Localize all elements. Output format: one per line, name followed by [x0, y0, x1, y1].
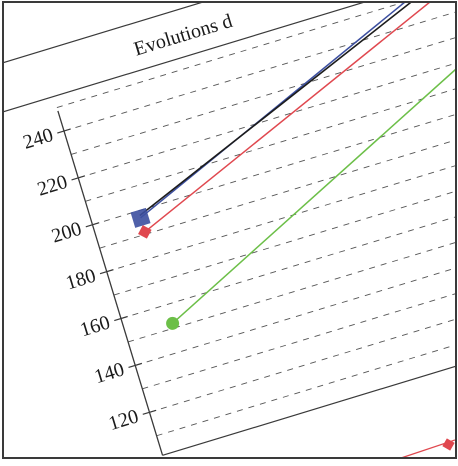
gridline [57, 0, 458, 108]
gridline [121, 186, 458, 319]
y-tick-label: 180 [63, 265, 98, 295]
gridline [107, 139, 458, 272]
gridline [157, 303, 458, 436]
chart-title: Evolutions d [131, 10, 235, 61]
y-tick-label: 240 [21, 124, 56, 154]
y-tick-label: 160 [78, 311, 113, 341]
gridline [85, 69, 458, 202]
gridline [64, 0, 458, 131]
y-tick-label: 120 [106, 405, 141, 435]
gridline [149, 280, 458, 413]
gridline [142, 256, 458, 389]
gridline [114, 163, 458, 296]
gridline [92, 92, 458, 225]
lower-series-fragment [398, 438, 455, 459]
series-point [131, 208, 151, 228]
y-tick-label: 220 [35, 171, 70, 201]
y-tick-label: 200 [49, 218, 84, 248]
gridline [78, 45, 458, 178]
y-tick-label: 140 [92, 358, 127, 388]
